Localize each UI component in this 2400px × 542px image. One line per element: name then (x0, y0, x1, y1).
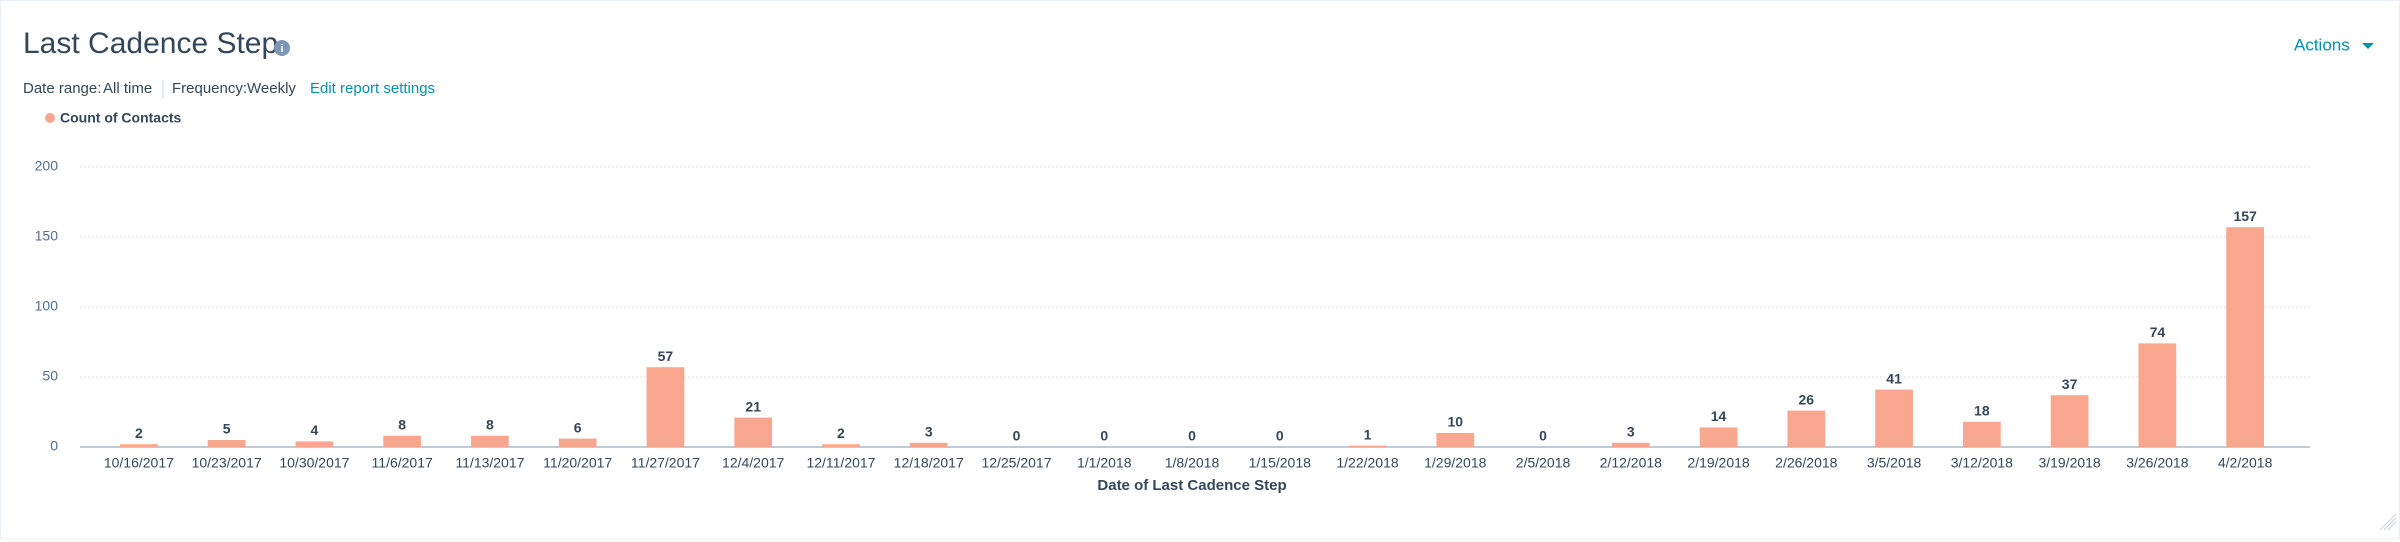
bar (1699, 427, 1738, 447)
bar (1611, 442, 1650, 447)
value-label: 2 (135, 425, 143, 441)
date-range-label: Date range: (23, 80, 101, 97)
bar (646, 367, 685, 447)
x-tick-label: 3/26/2018 (2126, 455, 2188, 471)
y-tick-label: 0 (50, 438, 58, 454)
x-axis-title: Date of Last Cadence Step (1097, 477, 1286, 494)
bar (120, 444, 158, 447)
bar (558, 438, 597, 447)
value-label: 0 (1100, 428, 1108, 444)
bar (734, 417, 773, 447)
value-label: 0 (1539, 428, 1547, 444)
x-tick-label: 12/25/2017 (981, 455, 1051, 471)
bar (295, 441, 334, 447)
x-tick-label: 2/26/2018 (1775, 455, 1837, 471)
value-label: 0 (1276, 428, 1284, 444)
x-tick-label: 1/29/2018 (1424, 455, 1486, 471)
legend-swatch (45, 113, 55, 123)
value-label: 0 (1013, 428, 1021, 444)
x-tick-label: 2/12/2018 (1600, 455, 1662, 471)
value-label: 74 (2150, 324, 2166, 340)
bar (383, 435, 422, 447)
value-label: 3 (925, 424, 933, 440)
value-label: 6 (574, 419, 582, 435)
x-tick-label: 11/13/2017 (455, 455, 524, 471)
info-icon[interactable] (274, 40, 290, 56)
x-tick-label: 1/22/2018 (1336, 455, 1398, 471)
bar (1436, 433, 1475, 447)
x-tick-label: 4/2/2018 (2218, 455, 2273, 471)
report-title: Last Cadence Step (23, 27, 278, 60)
x-tick-label: 3/19/2018 (2038, 455, 2100, 471)
value-label: 57 (658, 348, 674, 364)
frequency-label: Frequency: (172, 80, 247, 97)
y-tick-label: 200 (35, 158, 59, 174)
actions-caret (2362, 43, 2374, 49)
x-tick-label: 12/11/2017 (806, 455, 875, 471)
bar (2050, 395, 2089, 447)
x-tick-label: 1/1/2018 (1077, 455, 1132, 471)
value-label: 157 (2233, 208, 2257, 224)
y-tick-label: 50 (42, 368, 58, 384)
x-tick-label: 12/4/2017 (722, 455, 784, 471)
value-label: 8 (486, 417, 494, 433)
x-tick-label: 2/19/2018 (1687, 455, 1749, 471)
x-tick-label: 11/27/2017 (631, 455, 700, 471)
x-tick-label: 10/23/2017 (192, 455, 262, 471)
legend: Count of Contacts (45, 110, 182, 126)
x-tick-label: 11/20/2017 (543, 455, 612, 471)
value-label: 10 (1447, 414, 1463, 430)
y-tick-label: 150 (35, 228, 59, 244)
value-label: 21 (745, 398, 761, 414)
bar (471, 435, 509, 447)
value-label: 2 (837, 425, 845, 441)
bar (909, 442, 948, 447)
bar (1962, 421, 2001, 447)
x-tick-label: 3/5/2018 (1867, 455, 1922, 471)
x-tick-label: 1/15/2018 (1249, 455, 1311, 471)
value-label: 26 (1799, 391, 1815, 407)
value-label: 41 (1886, 370, 1902, 386)
edit-report-link[interactable]: Edit report settings (310, 80, 435, 97)
value-label: 5 (223, 421, 231, 437)
bar (2226, 227, 2264, 447)
frequency-value[interactable]: Weekly (247, 80, 296, 97)
x-tick-label: 2/5/2018 (1516, 455, 1571, 471)
value-label: 14 (1711, 408, 1727, 424)
x-tick-label: 11/6/2017 (372, 455, 433, 471)
value-label: 37 (2062, 376, 2078, 392)
x-tick-label: 1/8/2018 (1165, 455, 1220, 471)
bar (822, 444, 860, 447)
value-label: 8 (398, 417, 406, 433)
legend-label: Count of Contacts (60, 110, 182, 126)
x-tick-label: 10/30/2017 (279, 455, 349, 471)
value-label: 1 (1364, 426, 1372, 442)
x-tick-label: 12/18/2017 (894, 455, 964, 471)
bar (2138, 343, 2177, 447)
actions-button[interactable]: Actions (2294, 35, 2350, 54)
bar (1348, 445, 1387, 447)
x-tick-label: 10/16/2017 (104, 455, 174, 471)
date-range-value[interactable]: All time (103, 80, 152, 97)
value-label: 18 (1974, 403, 1990, 419)
bar (1875, 389, 1913, 447)
bar (1787, 410, 1826, 447)
plot: 05010015020010/16/2017210/23/2017510/30/… (35, 158, 2310, 494)
bar (207, 440, 246, 447)
resize-handle (2379, 513, 2397, 531)
y-tick-label: 100 (35, 298, 59, 314)
value-label: 3 (1627, 424, 1635, 440)
value-label: 0 (1188, 428, 1196, 444)
x-tick-label: 3/12/2018 (1951, 455, 2013, 471)
info-icon-glyph: i (280, 43, 283, 55)
value-label: 4 (311, 422, 319, 438)
